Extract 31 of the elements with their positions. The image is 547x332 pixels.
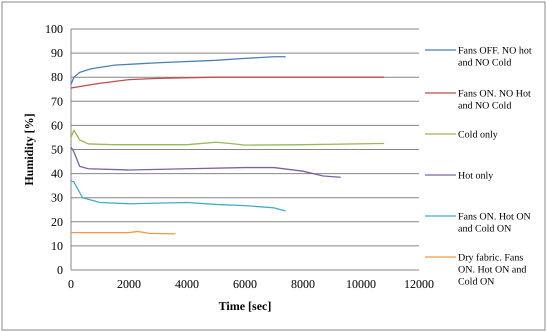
line-series (70, 130, 385, 146)
line-series (70, 180, 286, 212)
line-series (70, 76, 385, 89)
line-series (70, 56, 286, 86)
y-tick-label: 10 (51, 238, 63, 253)
y-tick-label: 100 (45, 22, 63, 36)
x-tick-label: 6000 (233, 277, 257, 291)
y-tick-label: 50 (51, 142, 63, 156)
y-tick-label: 0 (57, 263, 63, 277)
x-tick-label: 10000 (346, 277, 376, 291)
x-tick-label: 0 (68, 277, 74, 291)
legend-label: Fans ON. Hot ON and Cold ON (458, 212, 531, 234)
legend-label: Fans OFF. NO hot and NO Cold (458, 46, 532, 68)
y-tick-label: 30 (51, 190, 63, 205)
x-axis-title: Time [sec] (218, 299, 272, 313)
legend-label: Cold only (458, 130, 498, 140)
x-tick-label: 2000 (117, 277, 141, 291)
y-tick-label: 40 (51, 166, 63, 181)
legend-label: Dry fabric. Fans ON. Hot ON and Cold ON (458, 252, 526, 288)
x-tick-label: 12000 (404, 277, 434, 291)
x-tick-label: 8000 (291, 277, 315, 291)
x-tick-label: 4000 (175, 277, 199, 291)
y-tick-label: 70 (51, 94, 63, 108)
y-axis-title: Humidity [%] (22, 113, 36, 186)
legend-label: Hot only (458, 170, 494, 182)
y-tick-label: 20 (51, 214, 63, 229)
y-tick-label: 90 (51, 46, 63, 60)
y-tick-label: 80 (51, 70, 63, 84)
line-series (70, 146, 342, 178)
legend-label: Fans ON. NO Hot and NO Cold (458, 88, 531, 112)
y-tick-label: 60 (51, 118, 63, 132)
